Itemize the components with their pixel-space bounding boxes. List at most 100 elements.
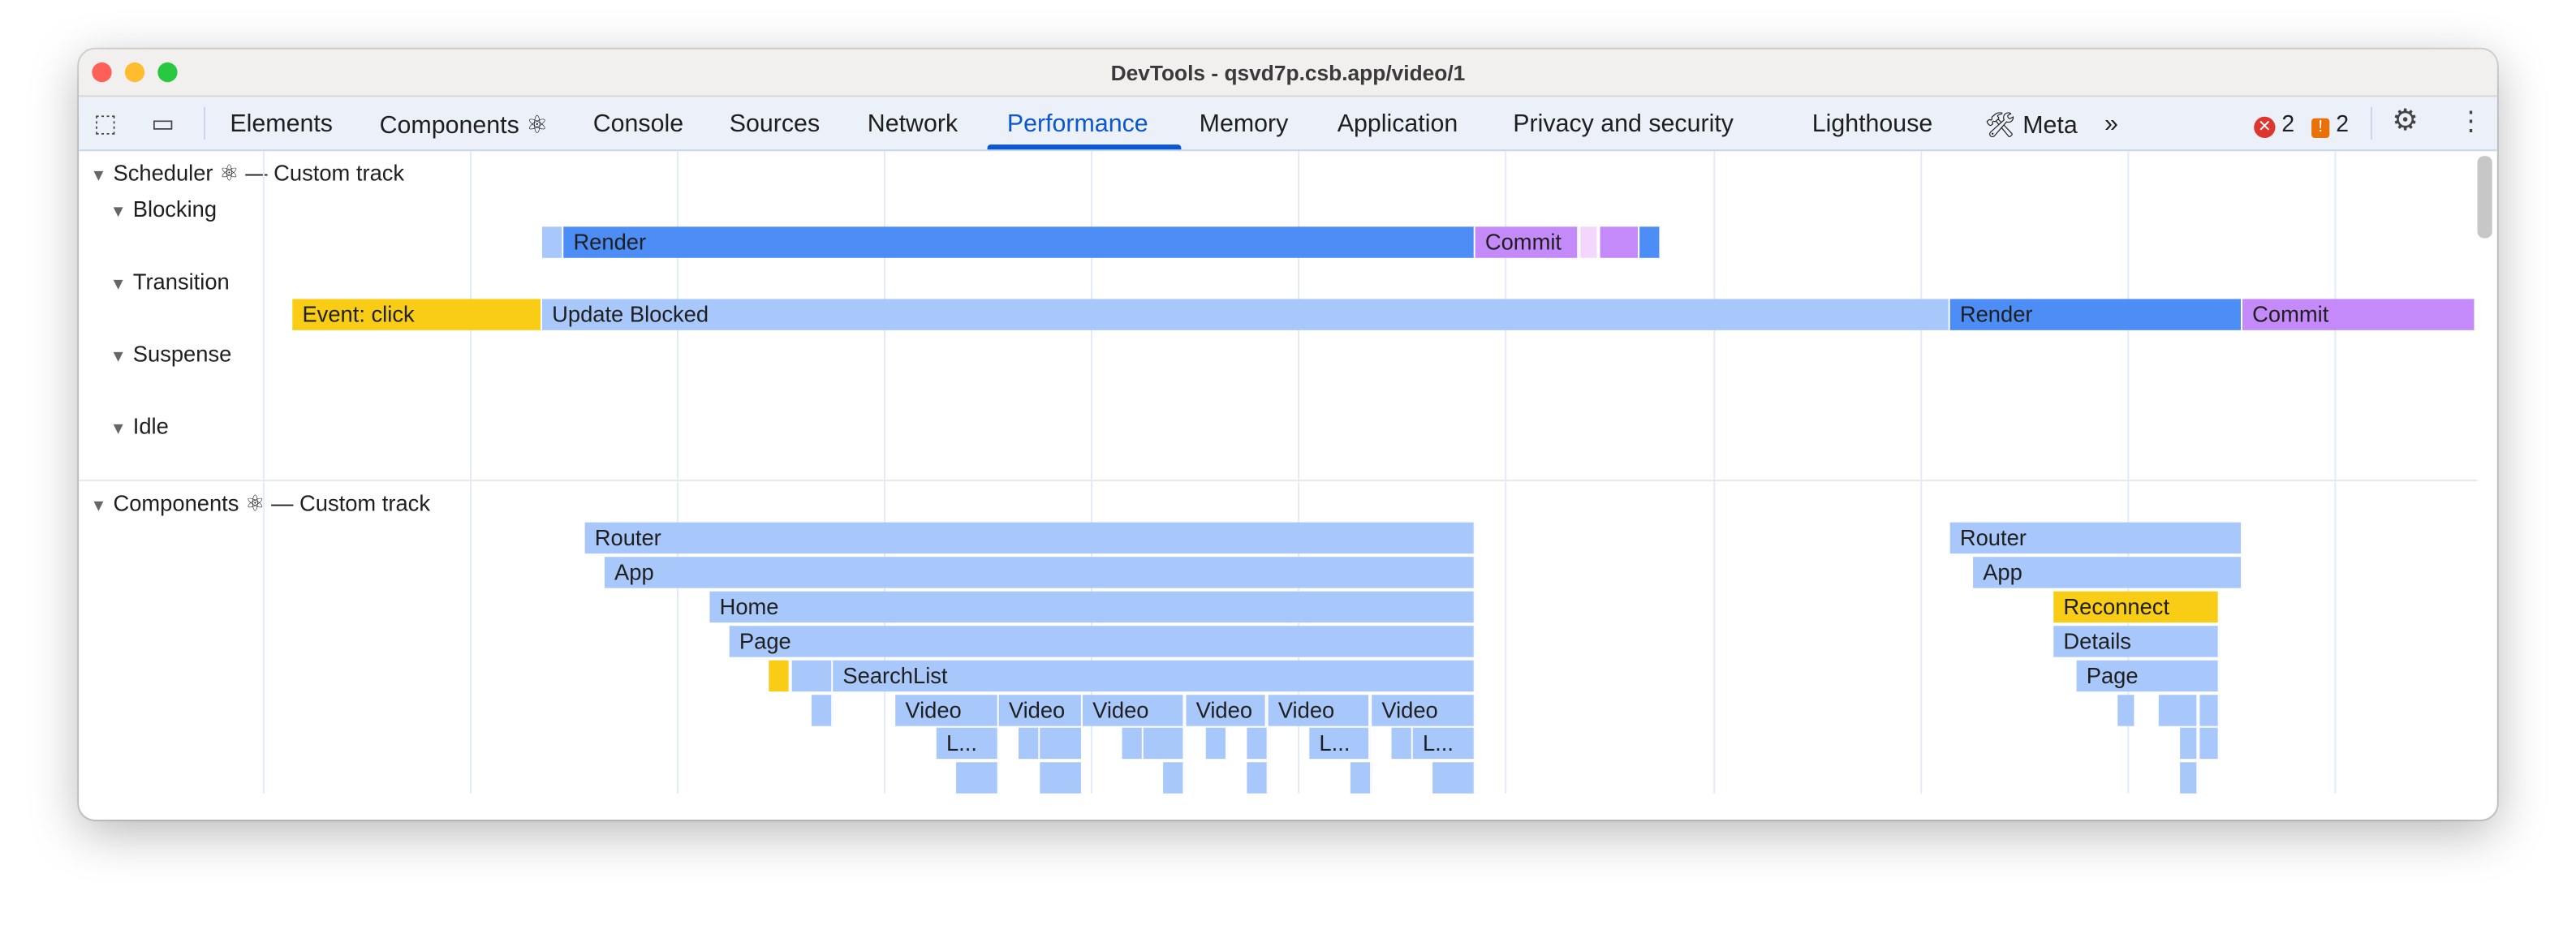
close-button[interactable]: [92, 62, 112, 83]
expand-triangle-icon: ▼: [110, 420, 127, 439]
flame-bar-l-trunc[interactable]: L...: [1309, 727, 1371, 760]
flame-bar[interactable]: [956, 762, 999, 794]
maximize-button[interactable]: [157, 62, 178, 83]
tab-meta[interactable]: 🛠 Meta: [1984, 111, 2078, 140]
flame-bar[interactable]: [1639, 226, 1661, 258]
flame-bar-router[interactable]: Router: [584, 522, 1475, 554]
tab-lighthouse[interactable]: Lighthouse: [1811, 110, 1933, 139]
inspect-element-icon[interactable]: ⬚: [93, 110, 118, 139]
time-gridline: [1920, 151, 1923, 794]
flame-bar[interactable]: [1580, 226, 1599, 258]
tab-performance[interactable]: Performance: [1006, 110, 1148, 139]
tab-components[interactable]: Components ⚛: [379, 111, 549, 140]
flame-bar-video[interactable]: Video: [998, 695, 1083, 726]
flame-bar[interactable]: [1143, 727, 1185, 760]
tab-memory[interactable]: Memory: [1199, 110, 1289, 139]
time-gridline: [469, 151, 472, 794]
flame-bar[interactable]: [1163, 762, 1185, 794]
device-toolbar-icon[interactable]: ▭: [151, 110, 174, 139]
flame-bar-page[interactable]: Page: [2076, 660, 2220, 692]
flame-bar[interactable]: [769, 660, 790, 692]
flame-bar[interactable]: [2199, 727, 2220, 760]
flame-bar[interactable]: [1122, 727, 1144, 760]
flame-bar-app[interactable]: App: [1973, 557, 2243, 588]
flame-bar[interactable]: [811, 695, 834, 726]
expand-triangle-icon: ▼: [90, 167, 107, 186]
tab-application[interactable]: Application: [1337, 110, 1458, 139]
track-blocking[interactable]: ▼ Blocking: [110, 197, 217, 222]
flame-bar[interactable]: [2180, 727, 2199, 760]
flame-bar[interactable]: [2199, 695, 2220, 726]
time-gridline: [2127, 151, 2130, 794]
flame-bar-l-trunc[interactable]: L...: [936, 727, 999, 760]
tab-sources[interactable]: Sources: [729, 110, 821, 139]
flame-bar-home[interactable]: Home: [709, 591, 1475, 623]
window-title: DevTools - qsvd7p.csb.app/video/1: [1110, 60, 1466, 86]
flame-bar-commit[interactable]: Commit: [2242, 299, 2476, 330]
warnings-badge[interactable]: ! 2: [2311, 110, 2349, 139]
track-transition[interactable]: ▼ Transition: [110, 269, 230, 294]
flame-bar-page[interactable]: Page: [729, 626, 1475, 657]
expand-triangle-icon: ▼: [110, 276, 127, 295]
flame-bar[interactable]: [1019, 727, 1040, 760]
flame-bar[interactable]: [1247, 727, 1269, 760]
divider: [2370, 106, 2372, 140]
flame-bar-render[interactable]: Render: [1949, 299, 2243, 330]
flame-bar[interactable]: [1040, 727, 1083, 760]
time-gridline: [1298, 151, 1300, 794]
vertical-scrollbar[interactable]: [2477, 156, 2492, 239]
flame-bar[interactable]: [1432, 762, 1475, 794]
devtools-window: DevTools - qsvd7p.csb.app/video/1 ⬚ ▭ El…: [79, 49, 2497, 820]
error-icon: ✕: [2254, 116, 2276, 139]
time-gridline: [2334, 151, 2337, 794]
title-bar: DevTools - qsvd7p.csb.app/video/1: [79, 49, 2497, 97]
flame-bar-app[interactable]: App: [604, 557, 1475, 588]
track-idle[interactable]: ▼ Idle: [110, 414, 169, 438]
flame-bar[interactable]: [1350, 762, 1372, 794]
more-tabs-button[interactable]: »: [2104, 110, 2118, 139]
active-tab-indicator: [987, 144, 1182, 150]
minimize-button[interactable]: [124, 62, 145, 83]
flame-bar[interactable]: [2117, 695, 2136, 726]
track-header-components[interactable]: ▼ Components ⚛ — Custom track: [90, 491, 430, 517]
tab-elements[interactable]: Elements: [230, 110, 333, 139]
settings-gear-icon[interactable]: ⚙: [2392, 103, 2419, 137]
flame-bar-commit[interactable]: Commit: [1475, 226, 1579, 258]
flame-bar[interactable]: [1205, 727, 1228, 760]
flame-bar[interactable]: [2180, 762, 2199, 794]
flame-bar-event-click[interactable]: Event: click: [292, 299, 542, 330]
flame-bar[interactable]: [541, 226, 564, 258]
flame-bar[interactable]: [791, 660, 834, 692]
flame-bar[interactable]: [1247, 762, 1269, 794]
time-gridline: [1713, 151, 1716, 794]
flame-bar-video[interactable]: Video: [1186, 695, 1267, 726]
flame-bar-render[interactable]: Render: [563, 226, 1475, 258]
flame-bar-video[interactable]: Video: [895, 695, 999, 726]
track-title: Scheduler ⚛ — Custom track: [113, 161, 405, 186]
flame-bar-update-blocked[interactable]: Update Blocked: [541, 299, 1950, 330]
flame-bar-video[interactable]: Video: [1268, 695, 1371, 726]
flame-bar-router[interactable]: Router: [1949, 522, 2243, 554]
warning-count: 2: [2336, 110, 2349, 137]
flame-bar-searchlist[interactable]: SearchList: [833, 660, 1475, 692]
flame-bar-details[interactable]: Details: [2053, 626, 2220, 657]
tab-network[interactable]: Network: [867, 110, 958, 139]
flame-bar[interactable]: [1040, 762, 1083, 794]
flame-bar-reconnect[interactable]: Reconnect: [2053, 591, 2220, 623]
more-options-icon[interactable]: ⋮: [2458, 108, 2484, 137]
time-gridline: [676, 151, 678, 794]
time-gridline: [262, 151, 265, 794]
performance-flame-chart[interactable]: ▼ Scheduler ⚛ — Custom track ▼ Blocking ▼ T…: [79, 151, 2497, 820]
flame-bar[interactable]: [1391, 727, 1413, 760]
flame-bar-l-trunc[interactable]: L...: [1412, 727, 1475, 760]
tab-privacy-and-security[interactable]: Privacy and security: [1513, 110, 1734, 139]
flame-bar[interactable]: [2158, 695, 2199, 726]
flame-bar[interactable]: [1600, 226, 1640, 258]
expand-triangle-icon: ▼: [90, 497, 107, 516]
flame-bar-video[interactable]: Video: [1372, 695, 1475, 726]
flame-bar-video[interactable]: Video: [1082, 695, 1185, 726]
track-suspense[interactable]: ▼ Suspense: [110, 342, 232, 366]
tab-console[interactable]: Console: [592, 110, 684, 139]
errors-badge[interactable]: ✕ 2: [2254, 110, 2294, 139]
track-header-scheduler[interactable]: ▼ Scheduler ⚛ — Custom track: [90, 161, 404, 187]
